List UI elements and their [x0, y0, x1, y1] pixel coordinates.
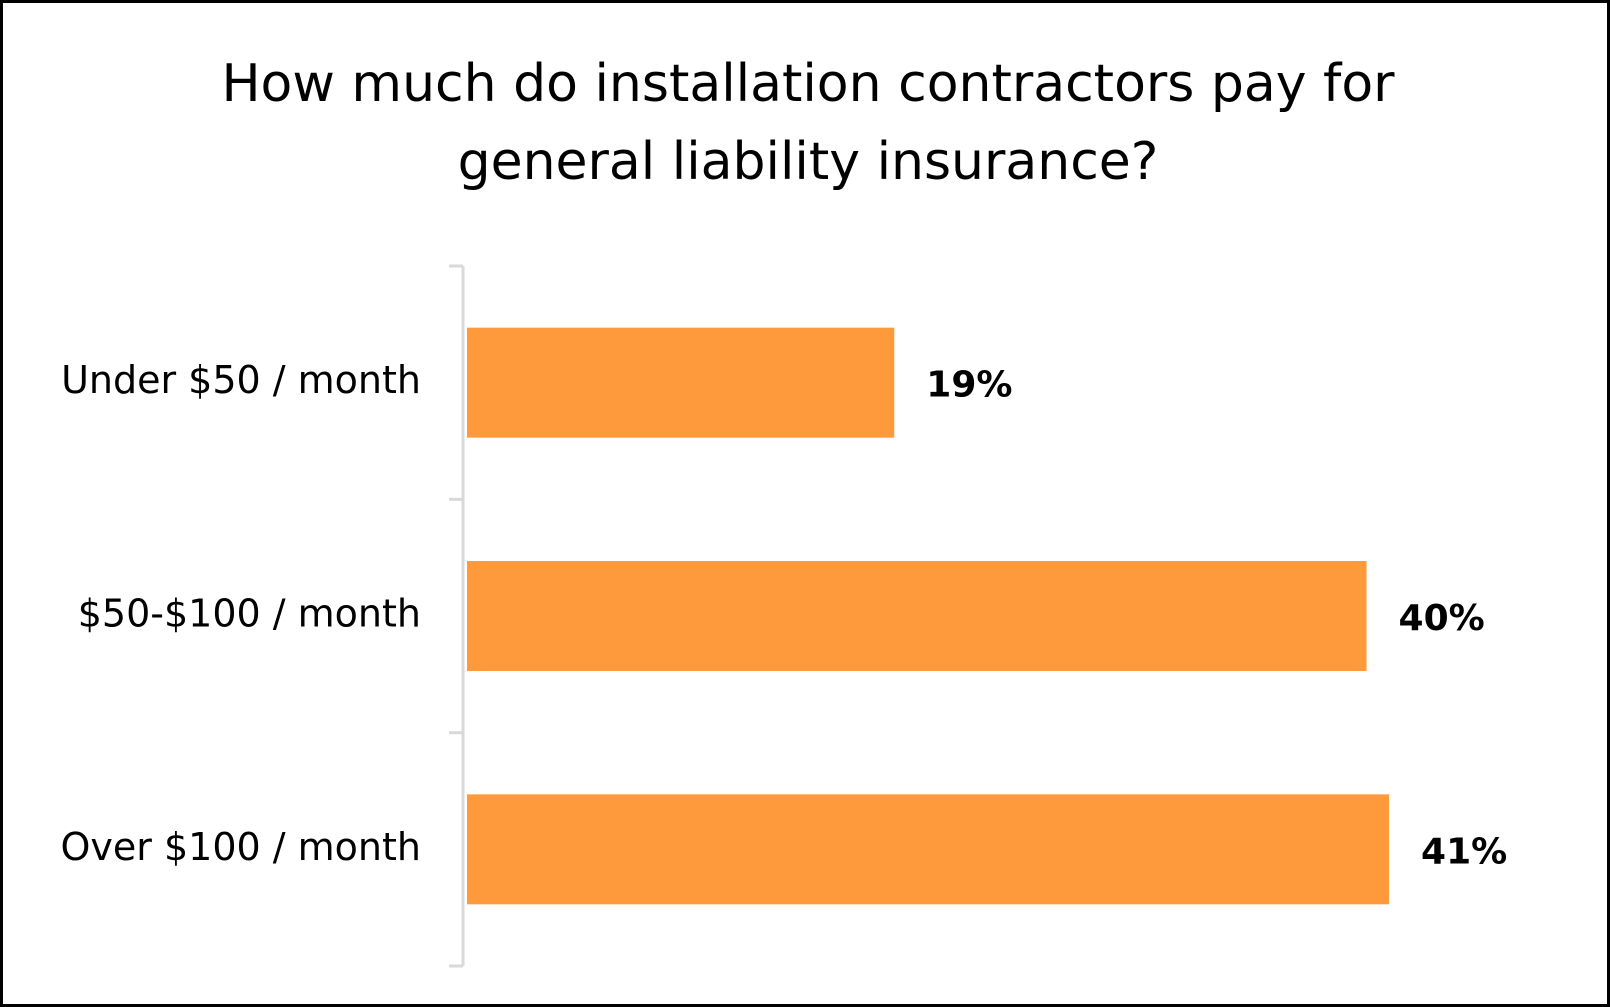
chart-title-line-1: How much do installation contractors pay…: [221, 54, 1395, 114]
bar: [467, 561, 1367, 671]
data-label: 40%: [1399, 598, 1485, 639]
category-axis: [449, 264, 465, 968]
bar: [467, 794, 1390, 905]
category-label: Under $50 / month: [61, 358, 421, 402]
category-label: $50-$100 / month: [78, 592, 421, 636]
chart-title-line-2: general liability insurance?: [457, 132, 1159, 192]
data-label: 41%: [1421, 831, 1507, 872]
bar: [467, 327, 895, 438]
labels: Under $50 / month 19% $50-$100 / month 40% O…: [61, 358, 1508, 872]
bars: [467, 327, 1390, 905]
category-label: Over $100 / month: [61, 825, 421, 869]
chart-title: How much do installation contractors pay…: [83, 45, 1533, 201]
data-label: 19%: [926, 365, 1012, 406]
